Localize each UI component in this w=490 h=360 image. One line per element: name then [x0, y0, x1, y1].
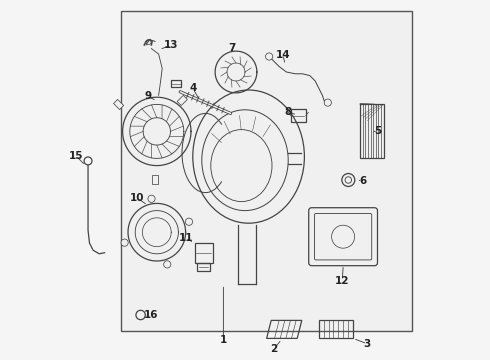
Text: 16: 16: [144, 310, 158, 320]
Text: 11: 11: [178, 233, 193, 243]
Bar: [360, 104, 384, 158]
Bar: [177, 95, 187, 105]
Circle shape: [164, 261, 171, 268]
Bar: [195, 243, 213, 263]
Bar: [197, 263, 210, 271]
Text: 14: 14: [275, 50, 290, 60]
Text: 4: 4: [189, 83, 196, 93]
Text: 10: 10: [130, 193, 144, 203]
Text: 8: 8: [285, 107, 292, 117]
Text: 3: 3: [364, 339, 371, 349]
Text: 6: 6: [359, 176, 367, 186]
Circle shape: [185, 218, 193, 225]
Text: 15: 15: [69, 150, 83, 161]
Text: 12: 12: [335, 276, 349, 286]
Bar: [121, 11, 413, 331]
Text: 9: 9: [144, 91, 151, 102]
Bar: [152, 175, 158, 184]
Text: 1: 1: [220, 335, 227, 345]
Circle shape: [121, 239, 128, 246]
Bar: [291, 109, 306, 122]
Bar: [171, 80, 181, 87]
Circle shape: [148, 195, 155, 202]
Text: 7: 7: [229, 42, 236, 53]
Text: 13: 13: [164, 40, 178, 50]
Text: 5: 5: [374, 126, 382, 136]
Bar: [114, 99, 123, 109]
Text: 2: 2: [270, 344, 277, 354]
